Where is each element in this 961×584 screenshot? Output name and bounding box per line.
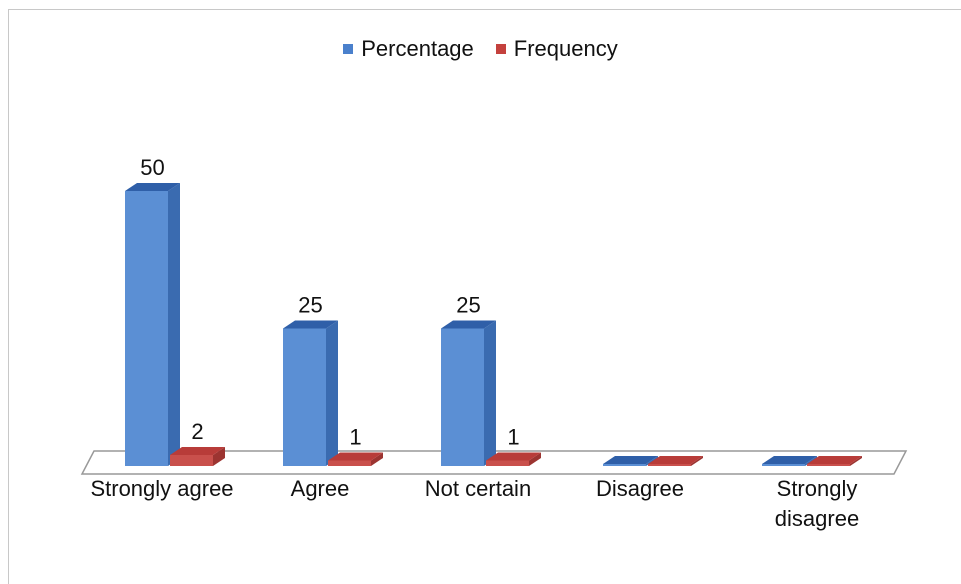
bar-top-percentage-disagree [603,456,658,464]
bar-percentage-not-certain [441,328,484,466]
bar-frequency-strongly-disagree [807,464,850,466]
x-tick-label-agree: Agree [291,476,350,501]
bar-percentage-disagree [603,464,646,466]
legend: Percentage Frequency [0,36,961,62]
legend-swatch-frequency [495,44,506,54]
bar-frequency-strongly-agree [170,455,213,466]
bar-top-frequency-strongly-agree [170,447,225,455]
bar-frequency-not-certain [486,460,529,466]
bar-top-percentage-strongly-disagree [762,456,817,464]
bar-top-percentage-strongly-agree [125,183,180,191]
x-tick-label-strongly-agree: Strongly agree [90,476,233,501]
bar-percentage-strongly-disagree [762,464,805,466]
data-label-percentage-strongly-agree: 50 [140,155,164,180]
bar-side-frequency-not-certain [529,452,541,466]
data-label-percentage-not-certain: 25 [456,293,480,318]
x-tick-label-disagree: Disagree [596,476,684,501]
legend-item-percentage: Percentage [343,36,474,62]
legend-item-frequency: Frequency [495,36,618,62]
bar-top-percentage-not-certain [441,320,496,329]
legend-label-percentage: Percentage [361,36,474,61]
bar-side-frequency-strongly-disagree [850,456,862,466]
bar-top-frequency-disagree [648,456,703,464]
bar-side-frequency-strongly-agree [213,447,225,466]
legend-label-frequency: Frequency [513,36,618,61]
data-label-frequency-strongly-agree: 2 [191,419,203,444]
x-tick-label-strongly-disagree: Strongly disagree [775,476,859,531]
bar-frequency-disagree [648,464,691,466]
bar-percentage-agree [283,328,326,466]
bar-side-frequency-disagree [691,456,703,466]
bar-top-percentage-agree [283,320,338,329]
chart-frame [8,9,961,584]
bar-top-frequency-not-certain [486,452,541,461]
bar-side-frequency-agree [371,452,383,466]
bar-frequency-agree [328,460,371,466]
bar-side-percentage-not-certain [484,320,496,466]
data-label-frequency-agree: 1 [349,425,361,450]
bar-side-percentage-strongly-agree [168,183,180,466]
bar-top-frequency-strongly-disagree [807,456,862,464]
x-tick-label-not-certain: Not certain [425,476,531,501]
legend-swatch-percentage [343,44,354,54]
bar-side-percentage-agree [326,320,338,466]
data-label-percentage-agree: 25 [298,293,322,318]
bar-percentage-strongly-agree [125,191,168,466]
data-label-frequency-not-certain: 1 [507,425,519,450]
bar-top-frequency-agree [328,452,383,461]
